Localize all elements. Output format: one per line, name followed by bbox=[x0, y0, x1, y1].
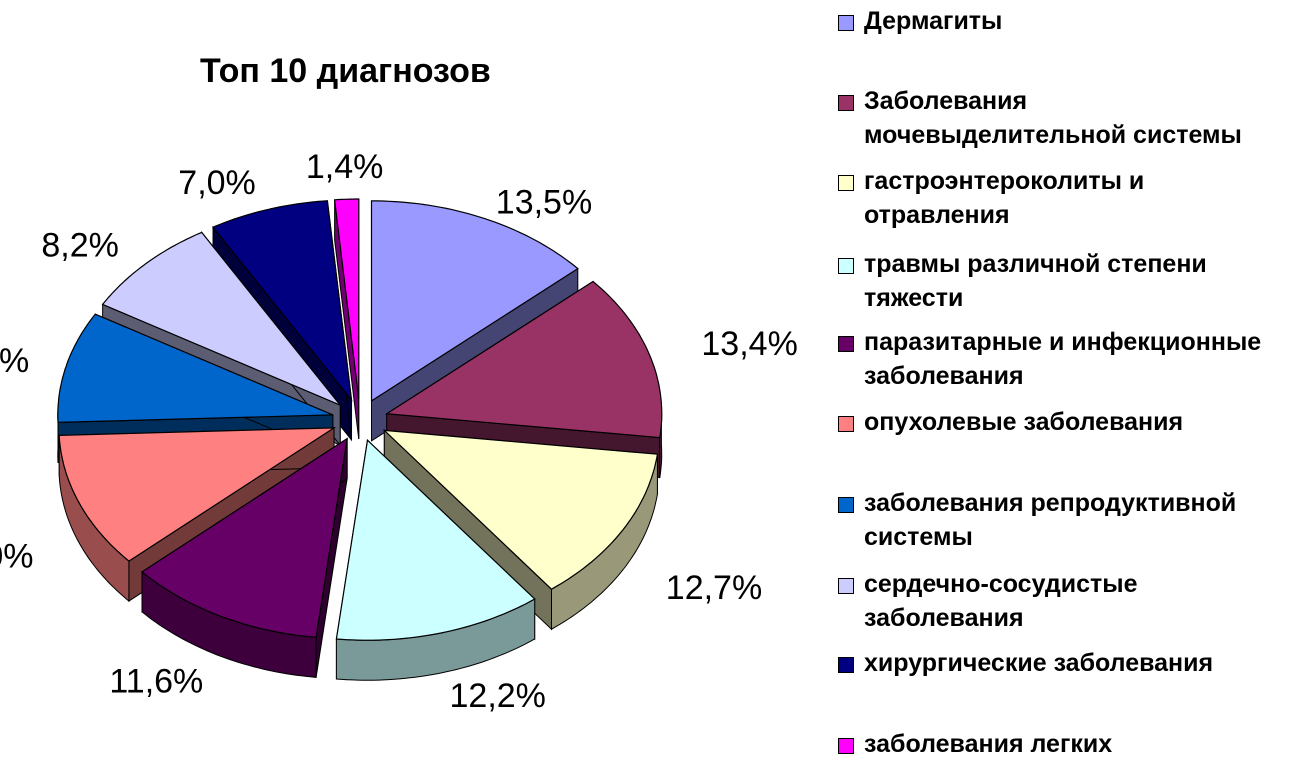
legend-item: заболевания легких bbox=[838, 727, 1112, 761]
legend-swatch bbox=[838, 497, 854, 513]
data-label: 13,4% bbox=[701, 325, 797, 363]
slice-top-травмы-различной-степени-тяжести bbox=[335, 439, 536, 641]
data-label: 12,2% bbox=[450, 677, 546, 715]
legend-swatch bbox=[838, 258, 854, 274]
legend-item: сердечно-сосудистые заболевания bbox=[838, 567, 1138, 635]
data-label: 11,6% bbox=[109, 662, 203, 700]
legend-swatch bbox=[838, 416, 854, 432]
data-label: 13,5% bbox=[496, 183, 592, 221]
legend-item: паразитарные и инфекционные заболевания bbox=[838, 325, 1261, 393]
pie-slice-4 bbox=[335, 439, 536, 681]
data-label: 1,4% bbox=[306, 148, 384, 186]
legend-label: заболевания легких bbox=[864, 730, 1113, 758]
data-label: 9,0% bbox=[0, 342, 29, 380]
legend-item: хирургические заболевания bbox=[838, 646, 1213, 680]
legend-item: гастроэнтероколиты и отравления bbox=[838, 164, 1144, 232]
legend-swatch bbox=[838, 95, 854, 111]
legend-item: травмы различной степени тяжести bbox=[838, 247, 1207, 315]
legend-swatch bbox=[838, 657, 854, 673]
pie-slice-10 bbox=[333, 198, 360, 440]
slice-top-заболевания-легких bbox=[333, 198, 360, 400]
legend-item: опухолевые заболевания bbox=[838, 405, 1183, 439]
legend-swatch bbox=[838, 336, 854, 352]
slice-top-заболевания-мочевыделительной-системы bbox=[384, 280, 663, 439]
slice-top-паразитарные-и-инфекционные-заболевания bbox=[140, 437, 348, 639]
slice-top-хирургические-заболевания bbox=[212, 200, 353, 403]
legend-swatch bbox=[838, 175, 854, 191]
pie-slice-5 bbox=[140, 437, 348, 678]
pie-chart: 13,5% 13,4% 12,7% 12,2% 11,6% 11 0% 9,0% 8,2% 7,… bbox=[0, 148, 798, 715]
legend-item: Дермагиты bbox=[838, 4, 1002, 38]
legend-item: Заболевания мочевыделительной системы bbox=[838, 84, 1242, 152]
legend-label: заболевания репродуктивной системы bbox=[864, 489, 1237, 551]
legend-label: сердечно-сосудистые заболевания bbox=[864, 570, 1138, 632]
legend-label: хирургические заболевания bbox=[864, 649, 1214, 677]
legend-label: паразитарные и инфекционные заболевания bbox=[864, 328, 1262, 390]
data-label: 11 0% bbox=[0, 538, 34, 576]
legend-swatch bbox=[838, 738, 854, 754]
slice-top-опухолевые-заболевания bbox=[58, 427, 337, 562]
legend-swatch bbox=[838, 15, 854, 31]
legend-label: травмы различной степени тяжести bbox=[864, 250, 1207, 312]
legend-label: Дермагиты bbox=[864, 7, 1003, 35]
legend-label: опухолевые заболевания bbox=[864, 408, 1184, 436]
data-label: 8,2% bbox=[41, 227, 119, 265]
slice-top-сердечно-сосудистые-заболевания bbox=[101, 231, 341, 406]
slice-top-дермагиты bbox=[370, 200, 579, 402]
legend-label: Заболевания мочевыделительной системы bbox=[864, 87, 1242, 149]
data-label: 7,0% bbox=[178, 164, 256, 202]
chart-title: Топ 10 диагнозов bbox=[200, 52, 491, 90]
legend-label: гастроэнтероколиты и отравления bbox=[864, 167, 1145, 229]
legend-item: заболевания репродуктивной системы bbox=[838, 486, 1236, 554]
slice-top-гастроэнтероколиты-и-отравления bbox=[382, 429, 659, 590]
data-label: 12,7% bbox=[666, 569, 762, 607]
slice-top-заболевания-репродуктивной-системы bbox=[57, 313, 334, 424]
legend-swatch bbox=[838, 578, 854, 594]
